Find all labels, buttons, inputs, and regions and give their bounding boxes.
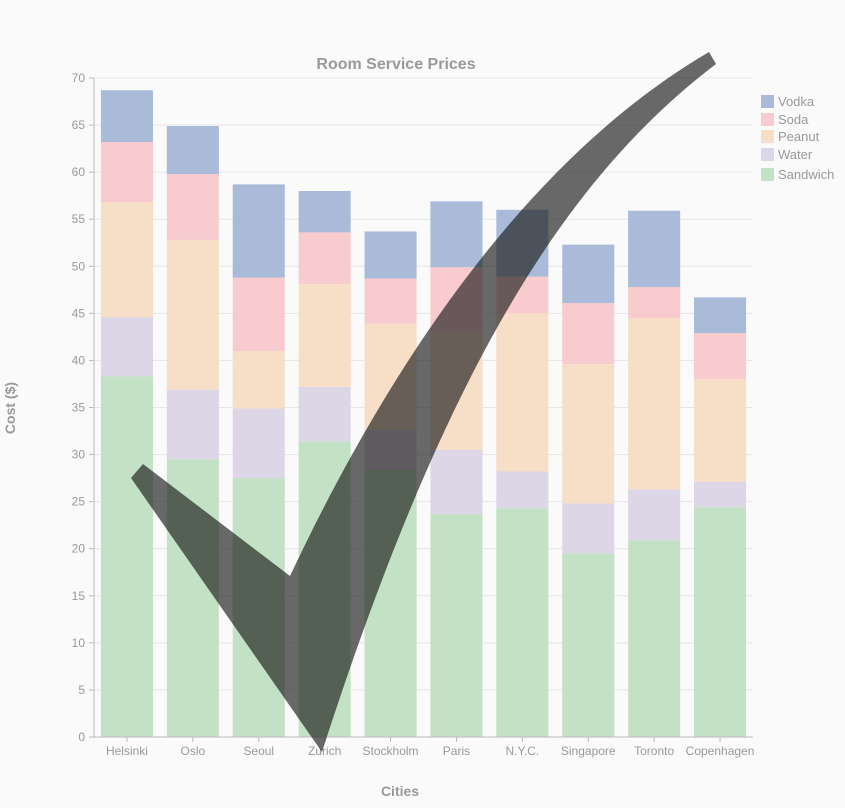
y-tick-label: 30 xyxy=(72,448,86,462)
y-tick-label: 70 xyxy=(72,71,86,85)
bar-soda-copenhagen xyxy=(694,333,747,380)
y-tick-label: 40 xyxy=(72,353,86,367)
y-tick-label: 35 xyxy=(72,401,86,415)
bar-vodka-paris xyxy=(430,201,483,268)
bar-water-helsinki xyxy=(100,317,153,377)
legend-swatch xyxy=(761,95,774,108)
x-tick-label: Zurich xyxy=(308,744,341,758)
bar-water-paris xyxy=(430,449,483,514)
bar-peanut-singapore xyxy=(562,364,615,504)
legend-swatch xyxy=(761,148,774,161)
bar-water-zurich xyxy=(298,386,351,442)
bar-sandwich-helsinki xyxy=(100,376,153,737)
bar-soda-seoul xyxy=(232,277,285,352)
legend-label: Vodka xyxy=(778,94,815,109)
x-tick-label: Stockholm xyxy=(363,744,419,758)
x-tick-label: Singapore xyxy=(561,744,616,758)
legend-label: Soda xyxy=(778,112,809,127)
x-tick-label: Helsinki xyxy=(106,744,148,758)
bar-water-singapore xyxy=(562,503,615,554)
legend-item-vodka: Vodka xyxy=(761,94,815,109)
y-tick-label: 15 xyxy=(72,589,86,603)
bar-peanut-toronto xyxy=(628,318,681,490)
bar-sandwich-nyc xyxy=(496,508,549,737)
bar-soda-singapore xyxy=(562,303,615,365)
bar-vodka-oslo xyxy=(166,126,219,175)
bar-soda-zurich xyxy=(298,232,351,285)
legend-label: Sandwich xyxy=(778,167,834,182)
y-tick-label: 65 xyxy=(72,118,86,132)
x-tick-label: Paris xyxy=(443,744,470,758)
bar-water-seoul xyxy=(232,408,285,479)
legend-swatch xyxy=(761,168,774,181)
bar-peanut-nyc xyxy=(496,313,549,472)
bar-soda-oslo xyxy=(166,174,219,240)
bar-water-oslo xyxy=(166,389,219,460)
bar-water-toronto xyxy=(628,489,681,541)
legend-label: Water xyxy=(778,147,813,162)
bar-sandwich-copenhagen xyxy=(694,507,747,737)
bar-vodka-seoul xyxy=(232,184,285,278)
x-tick-label: Seoul xyxy=(243,744,274,758)
bar-vodka-zurich xyxy=(298,190,351,233)
x-tick-label: Toronto xyxy=(634,744,674,758)
y-tick-label: 0 xyxy=(78,730,85,744)
axes: 0 5 10 15 20 25 30 35 40 45 50 55 60 65 70 Helsinki Oslo… xyxy=(72,71,755,758)
y-tick-label: 60 xyxy=(72,165,86,179)
x-tick-label: Oslo xyxy=(181,744,206,758)
legend-label: Peanut xyxy=(778,129,820,144)
y-tick-label: 25 xyxy=(72,495,86,509)
x-axis-title: Cities xyxy=(381,783,419,799)
legend-swatch xyxy=(761,113,774,126)
y-tick-label: 55 xyxy=(72,212,86,226)
bar-water-copenhagen xyxy=(694,481,747,508)
bar-vodka-helsinki xyxy=(100,90,153,143)
legend-item-soda: Soda xyxy=(761,112,809,127)
bar-peanut-copenhagen xyxy=(694,379,747,482)
y-tick-label: 50 xyxy=(72,259,86,273)
checkmark-icon xyxy=(131,52,716,752)
legend: Vodka Soda Peanut Water Sandwich xyxy=(761,94,834,182)
bar-sandwich-paris xyxy=(430,513,483,737)
checkmark-overlay xyxy=(131,52,716,752)
x-tick-label: Copenhagen xyxy=(686,744,755,758)
y-tick-label: 5 xyxy=(78,683,85,697)
bar-peanut-helsinki xyxy=(100,202,153,318)
bar-sandwich-singapore xyxy=(562,553,615,737)
y-tick-label: 45 xyxy=(72,306,86,320)
bar-peanut-zurich xyxy=(298,284,351,387)
y-tick-label: 10 xyxy=(72,636,86,650)
bar-soda-toronto xyxy=(628,286,681,319)
legend-swatch xyxy=(761,130,774,143)
y-tick-label: 20 xyxy=(72,542,86,556)
bar-vodka-singapore xyxy=(562,244,615,304)
legend-item-water: Water xyxy=(761,147,813,162)
bar-peanut-oslo xyxy=(166,239,219,390)
bar-vodka-toronto xyxy=(628,210,681,287)
legend-item-peanut: Peanut xyxy=(761,129,820,144)
bar-soda-stockholm xyxy=(364,278,417,324)
chart-title: Room Service Prices xyxy=(316,56,475,73)
bar-peanut-seoul xyxy=(232,351,285,409)
legend-item-sandwich: Sandwich xyxy=(761,167,834,182)
bar-sandwich-toronto xyxy=(628,540,681,737)
bar-vodka-stockholm xyxy=(364,231,417,279)
bar-soda-helsinki xyxy=(100,142,153,203)
y-axis-title: Cost ($) xyxy=(2,382,18,434)
bar-vodka-copenhagen xyxy=(694,297,747,334)
x-tick-label: N.Y.C. xyxy=(505,744,539,758)
bar-water-nyc xyxy=(496,471,549,509)
